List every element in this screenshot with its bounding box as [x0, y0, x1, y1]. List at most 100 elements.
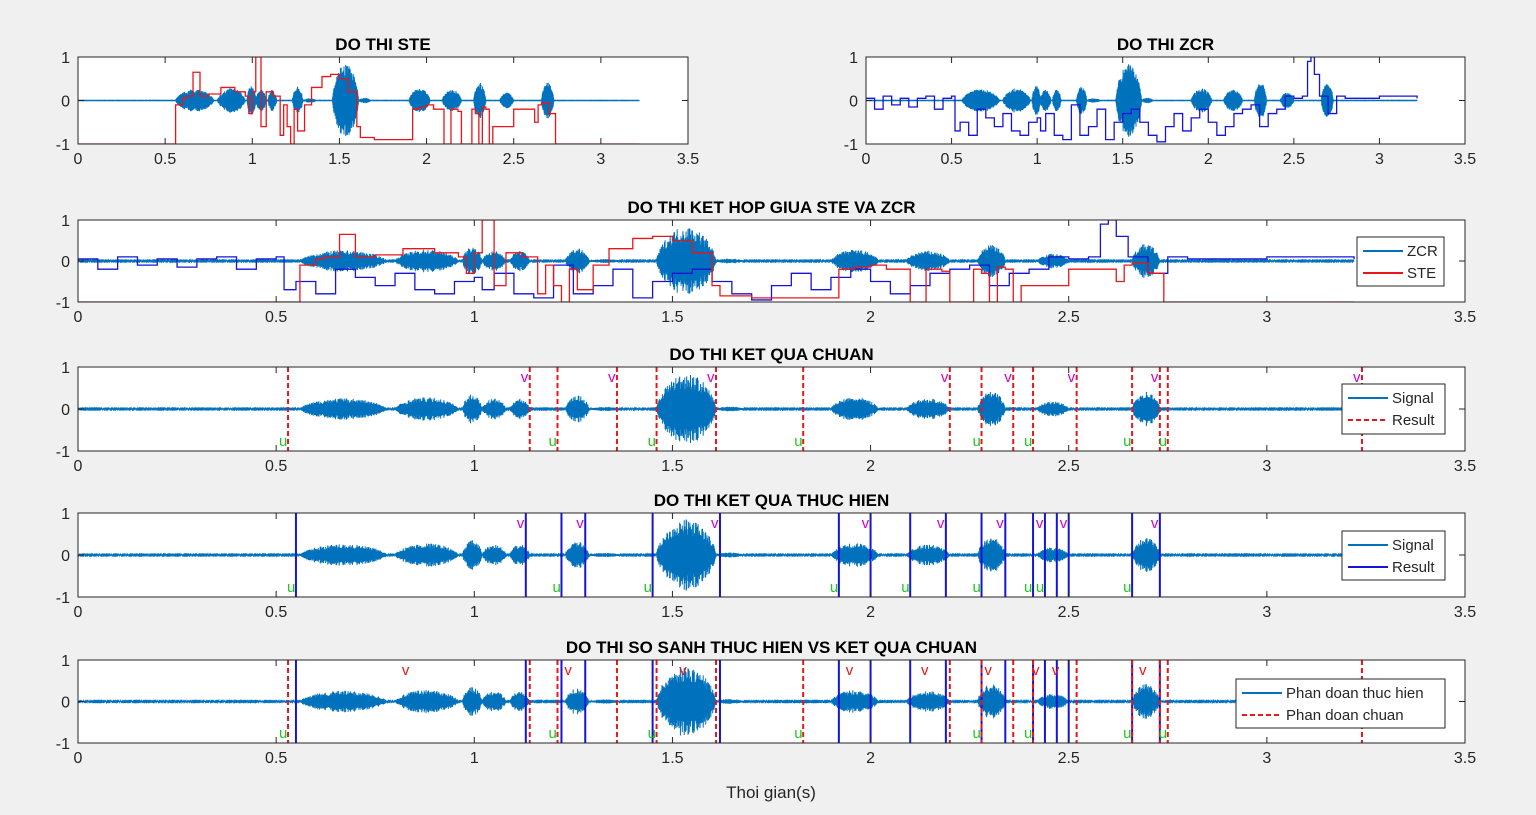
voiced-label: v — [521, 369, 529, 386]
voiced-label: v — [1060, 515, 1068, 532]
series-zcr — [78, 220, 1355, 301]
plot-ketHop — [78, 220, 1355, 302]
y-tick-label: 0 — [61, 254, 70, 271]
voiced-label: v — [1151, 515, 1159, 532]
legend-box — [1235, 678, 1446, 729]
legend-label: Signal — [1392, 390, 1434, 407]
legend-label: Result — [1392, 412, 1435, 429]
y-tick-label: 0 — [61, 94, 70, 111]
legend-label: Result — [1392, 559, 1435, 576]
x-tick-label: 0 — [74, 604, 83, 621]
x-tick-label: 1 — [470, 309, 479, 326]
x-tick-label: 2 — [866, 458, 875, 475]
x-tick-label: 2.5 — [1058, 750, 1080, 767]
unvoiced-label: u — [287, 579, 295, 596]
unvoiced-label: u — [973, 579, 981, 596]
y-tick-label: -1 — [56, 137, 70, 154]
y-tick-label: 1 — [61, 50, 70, 67]
x-tick-label: 0.5 — [940, 151, 962, 168]
x-tick-label: 1 — [470, 604, 479, 621]
unvoiced-label: u — [973, 725, 981, 742]
voiced-label: v — [846, 662, 854, 679]
unvoiced-label: u — [549, 433, 557, 450]
x-tick-label: 3 — [1262, 604, 1271, 621]
y-tick-label: 0 — [61, 402, 70, 419]
legend-label: STE — [1407, 265, 1436, 282]
unvoiced-label: u — [279, 725, 287, 742]
voiced-label: v — [996, 515, 1004, 532]
plot-ste — [78, 57, 640, 144]
voiced-label: v — [1032, 662, 1040, 679]
y-tick-label: -1 — [844, 137, 858, 154]
x-tick-label: 3 — [1375, 151, 1384, 168]
x-tick-label: 1.5 — [661, 750, 683, 767]
x-tick-label: 0 — [74, 151, 83, 168]
x-tick-label: 1.5 — [661, 604, 683, 621]
x-tick-label: 1 — [248, 151, 257, 168]
y-tick-label: -1 — [56, 590, 70, 607]
x-tick-label: 0.5 — [265, 604, 287, 621]
x-tick-label: 2 — [866, 309, 875, 326]
unvoiced-label: u — [648, 433, 656, 450]
x-tick-label: 3.5 — [677, 151, 699, 168]
x-tick-label: 1.5 — [661, 458, 683, 475]
legend-soSanh: Phan doan thuc hien Phan doan chuan — [1235, 678, 1446, 729]
unvoiced-label: u — [1159, 725, 1167, 742]
x-tick-label: 0.5 — [265, 458, 287, 475]
x-tick-label: 1.5 — [661, 309, 683, 326]
series-ste — [78, 220, 1355, 302]
legend-box — [1341, 383, 1446, 435]
series-ste — [78, 57, 640, 144]
y-tick-label: 1 — [61, 213, 70, 230]
plot-soSanh — [78, 660, 1363, 743]
legend-thucHien: Signal Result — [1341, 530, 1446, 581]
legend-box — [1341, 530, 1446, 581]
y-tick-label: 0 — [61, 548, 70, 565]
y-tick-label: 1 — [61, 360, 70, 377]
axes-thucHien: u u u u u u u u uv v v v v v v v v0 0.5 1 1.5 2 2.5 3 3.5-101DO… — [56, 491, 1476, 621]
voiced-label: v — [679, 662, 687, 679]
y-tick-label: 1 — [61, 653, 70, 670]
unvoiced-label: u — [552, 579, 560, 596]
x-tick-label: 0 — [74, 458, 83, 475]
chart-title: DO THI SO SANH THUC HIEN VS KET QUA CHUA… — [566, 638, 977, 657]
x-tick-label: 3.5 — [1454, 750, 1476, 767]
x-tick-label: 3.5 — [1454, 458, 1476, 475]
x-tick-label: 0.5 — [265, 750, 287, 767]
x-tick-label: 2.5 — [1058, 458, 1080, 475]
unvoiced-label: u — [648, 725, 656, 742]
y-tick-label: 1 — [849, 50, 858, 67]
unvoiced-label: u — [973, 433, 981, 450]
chart-title: DO THI KET HOP GIUA STE VA ZCR — [627, 198, 915, 217]
unvoiced-label: u — [1159, 433, 1167, 450]
voiced-label: v — [576, 515, 584, 532]
unvoiced-label: u — [794, 433, 802, 450]
voiced-label: v — [402, 662, 410, 679]
unvoiced-label: u — [901, 579, 909, 596]
y-tick-label: 0 — [61, 695, 70, 712]
x-tick-label: 1.5 — [328, 151, 350, 168]
x-tick-label: 2 — [1204, 151, 1213, 168]
x-tick-label: 3.5 — [1454, 604, 1476, 621]
unvoiced-label: u — [279, 433, 287, 450]
x-tick-label: 2 — [866, 750, 875, 767]
x-tick-label: 0.5 — [265, 309, 287, 326]
chart-title: DO THI KET QUA THUC HIEN — [654, 491, 889, 510]
x-tick-label: 0.5 — [154, 151, 176, 168]
x-tick-label: 2 — [422, 151, 431, 168]
x-tick-label: 3.5 — [1454, 309, 1476, 326]
unvoiced-label: u — [794, 725, 802, 742]
legend-chuan: Signal Result — [1341, 383, 1446, 435]
plot-thucHien — [78, 513, 1355, 597]
unvoiced-label: u — [1123, 725, 1131, 742]
x-tick-label: 3 — [1262, 458, 1271, 475]
voiced-label: v — [937, 515, 945, 532]
voiced-label: v — [1151, 369, 1159, 386]
y-tick-label: -1 — [56, 736, 70, 753]
x-tick-label: 1 — [1033, 151, 1042, 168]
x-tick-label: 0 — [862, 151, 871, 168]
